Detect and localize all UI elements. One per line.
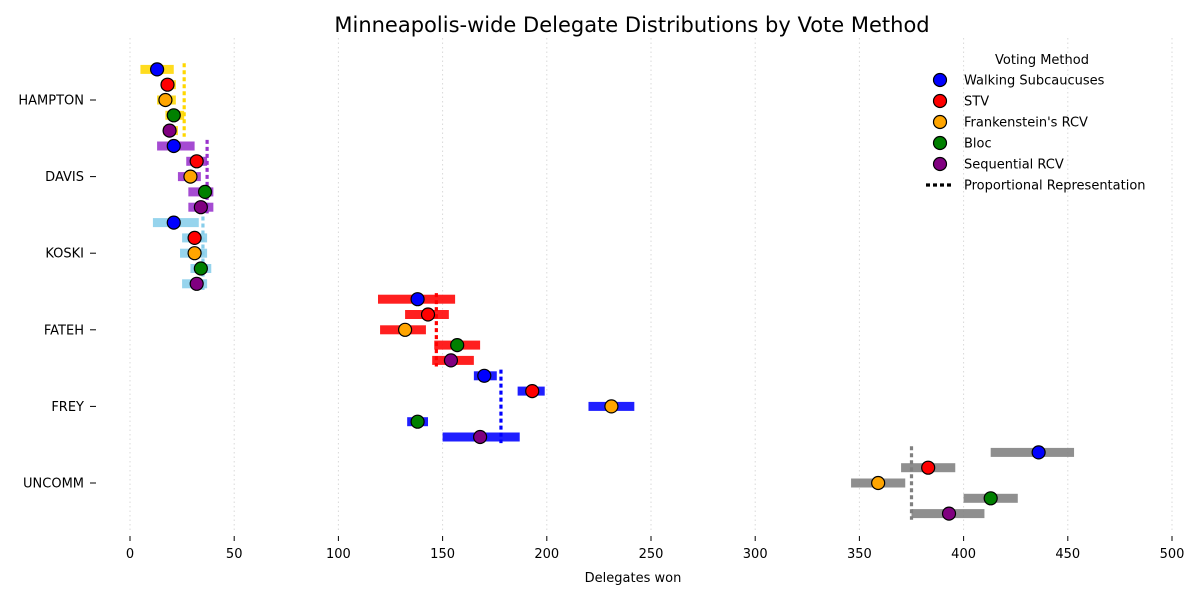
x-tick-label: 100: [326, 547, 351, 562]
point-koski-1: [187, 230, 202, 245]
point-fateh-4: [443, 353, 459, 368]
point-hampton-4: [162, 123, 177, 138]
point-uncomm-4: [941, 506, 957, 521]
x-tick-label: 0: [126, 547, 134, 562]
point-fateh-2: [397, 322, 413, 337]
legend-label-proportional: Proportional Representation: [964, 179, 1146, 194]
point-hampton-0: [149, 62, 165, 77]
point-hampton-3: [166, 108, 181, 123]
x-tick-label: 400: [951, 547, 976, 562]
x-tick-label: 350: [847, 547, 872, 562]
x-tick-label: 50: [226, 547, 243, 562]
point-hampton-2: [158, 92, 173, 108]
point-frey-2: [604, 399, 619, 414]
axes: 0 50 100 150 200 250 300 350 400 450 500 HAMPTON DAV…: [18, 94, 1184, 563]
y-tick-label: KOSKI: [45, 247, 84, 262]
chart-title: Minneapolis-wide Delegate Distributions …: [334, 13, 929, 37]
legend-label-3: Bloc: [964, 137, 992, 152]
point-frey-1: [525, 384, 540, 399]
legend-marker-1: [932, 93, 948, 109]
point-fateh-1: [420, 307, 436, 322]
y-tick-label: UNCOMM: [23, 477, 84, 492]
x-tick-label: 300: [743, 547, 768, 562]
point-davis-4: [193, 200, 208, 215]
legend-label-2: Frankenstein's RCV: [964, 116, 1088, 131]
legend-marker-2: [932, 114, 948, 130]
y-tick-label: FATEH: [44, 323, 84, 338]
point-frey-4: [473, 429, 488, 445]
point-hampton-1: [160, 77, 175, 92]
legend-label-4: Sequential RCV: [964, 158, 1064, 173]
x-axis-label: Delegates won: [585, 571, 682, 586]
point-davis-1: [189, 154, 204, 169]
point-davis-0: [166, 138, 181, 154]
y-tick-label: HAMPTON: [18, 94, 84, 109]
point-frey-3: [410, 414, 425, 429]
y-tick-label: FREY: [51, 400, 84, 415]
legend: Voting Method Walking Subcaucuses STV Frank…: [926, 53, 1146, 194]
point-koski-0: [166, 215, 181, 230]
legend-marker-4: [932, 156, 948, 172]
point-uncomm-3: [983, 491, 998, 506]
point-uncomm-1: [921, 460, 936, 475]
grid-lines: [129, 38, 1173, 530]
point-koski-4: [189, 276, 204, 291]
point-fateh-3: [450, 338, 465, 353]
point-koski-2: [187, 246, 202, 261]
point-davis-3: [197, 184, 213, 199]
x-tick-label: 450: [1055, 547, 1080, 562]
x-tick-label: 500: [1160, 547, 1185, 562]
legend-label-1: STV: [964, 95, 989, 110]
point-koski-3: [193, 261, 208, 276]
point-fateh-0: [410, 292, 425, 307]
legend-marker-0: [932, 72, 948, 88]
proportional-lines: [182, 63, 914, 520]
range-bars: [140, 64, 1075, 519]
point-uncomm-2: [871, 475, 886, 491]
point-uncomm-0: [1031, 445, 1046, 460]
data-points: [149, 62, 1046, 521]
y-tick-label: DAVIS: [45, 170, 84, 185]
legend-marker-3: [932, 135, 948, 151]
point-frey-0: [477, 368, 492, 383]
legend-title: Voting Method: [995, 53, 1089, 68]
x-tick-label: 150: [430, 547, 455, 562]
legend-label-0: Walking Subcaucuses: [964, 74, 1105, 89]
point-davis-2: [183, 169, 198, 184]
x-tick-label: 200: [534, 547, 559, 562]
x-tick-label: 250: [639, 547, 664, 562]
